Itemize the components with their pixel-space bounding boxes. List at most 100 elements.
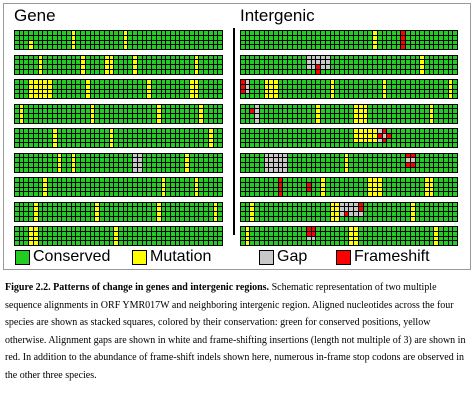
nucleotide-cell (264, 84, 269, 89)
nucleotide-cell (311, 227, 316, 231)
nucleotide-cell (123, 84, 128, 89)
nucleotide-cell (330, 104, 335, 109)
nucleotide-cell (100, 158, 104, 162)
nucleotide-cell (156, 192, 161, 196)
nucleotide-cell (152, 207, 156, 211)
nucleotide-cell (330, 138, 335, 143)
nucleotide-cell (189, 207, 194, 211)
nucleotide-cell (358, 202, 363, 207)
nucleotide-cell (85, 40, 90, 45)
nucleotide-cell (204, 207, 208, 211)
nucleotide-cell (396, 216, 401, 221)
nucleotide-cell (439, 187, 443, 192)
nucleotide-cell (119, 60, 123, 64)
nucleotide-cell (147, 40, 152, 45)
nucleotide-cell (81, 236, 85, 241)
nucleotide-cell (335, 114, 340, 118)
nucleotide-cell (175, 207, 180, 211)
nucleotide-cell (38, 45, 43, 49)
nucleotide-cell (420, 158, 424, 162)
nucleotide-cell (114, 31, 118, 35)
nucleotide-cell (274, 104, 278, 109)
nucleotide-cell (283, 69, 288, 74)
nucleotide-cell (321, 227, 325, 231)
nucleotide-cell (114, 55, 118, 60)
nucleotide-cell (373, 178, 377, 182)
nucleotide-cell (52, 104, 57, 109)
nucleotide-cell (29, 60, 33, 64)
nucleotide-cell (189, 192, 194, 196)
nucleotide-cell (57, 167, 62, 172)
nucleotide-cell (410, 178, 415, 182)
nucleotide-cell (250, 104, 255, 109)
nucleotide-cell (307, 40, 311, 45)
nucleotide-cell (349, 55, 354, 60)
nucleotide-cell (439, 31, 443, 35)
nucleotide-cell (292, 84, 297, 89)
nucleotide-cell (213, 167, 218, 172)
nucleotide-cell (311, 207, 316, 211)
nucleotide-cell (264, 138, 269, 143)
nucleotide-cell (354, 163, 358, 167)
nucleotide-cell (19, 114, 24, 118)
nucleotide-cell (241, 45, 245, 49)
nucleotide-cell (354, 133, 358, 138)
nucleotide-cell (29, 104, 33, 109)
nucleotide-cell (123, 241, 128, 245)
nucleotide-cell (213, 89, 218, 94)
nucleotide-cell (297, 45, 302, 49)
nucleotide-cell (208, 109, 213, 113)
nucleotide-cell (67, 60, 71, 64)
nucleotide-cell (316, 55, 321, 60)
nucleotide-cell (57, 129, 62, 133)
nucleotide-cell (349, 45, 354, 49)
nucleotide-cell (264, 55, 269, 60)
nucleotide-cell (166, 69, 170, 74)
nucleotide-cell (424, 202, 429, 207)
nucleotide-cell (52, 202, 57, 207)
nucleotide-cell (71, 231, 76, 236)
nucleotide-cell (199, 178, 204, 182)
nucleotide-cell (321, 236, 325, 241)
nucleotide-cell (62, 55, 66, 60)
nucleotide-cell (147, 35, 152, 40)
nucleotide-cell (15, 65, 19, 69)
nucleotide-cell (90, 202, 95, 207)
nucleotide-cell (311, 55, 316, 60)
nucleotide-cell (434, 212, 439, 216)
nucleotide-cell (156, 163, 161, 167)
nucleotide-cell (245, 212, 250, 216)
nucleotide-cell (335, 231, 340, 236)
nucleotide-cell (274, 69, 278, 74)
nucleotide-cell (62, 65, 66, 69)
nucleotide-cell (90, 55, 95, 60)
nucleotide-cell (95, 45, 100, 49)
nucleotide-cell (71, 65, 76, 69)
nucleotide-cell (90, 231, 95, 236)
nucleotide-cell (349, 40, 354, 45)
nucleotide-cell (406, 114, 410, 118)
nucleotide-cell (24, 192, 29, 196)
nucleotide-cell (62, 84, 66, 89)
nucleotide-cell (443, 80, 448, 84)
nucleotide-cell (152, 187, 156, 192)
nucleotide-cell (373, 158, 377, 162)
nucleotide-cell (250, 138, 255, 143)
nucleotide-cell (114, 182, 118, 187)
nucleotide-cell (128, 182, 133, 187)
nucleotide-cell (363, 65, 368, 69)
nucleotide-cell (57, 153, 62, 158)
nucleotide-cell (396, 35, 401, 40)
nucleotide-cell (396, 104, 401, 109)
nucleotide-cell (297, 55, 302, 60)
nucleotide-cell (330, 182, 335, 187)
nucleotide-cell (76, 55, 81, 60)
nucleotide-cell (330, 241, 335, 245)
nucleotide-cell (410, 241, 415, 245)
nucleotide-cell (335, 89, 340, 94)
nucleotide-cell (396, 80, 401, 84)
nucleotide-cell (255, 84, 259, 89)
nucleotide-cell (218, 182, 222, 187)
nucleotide-cell (264, 192, 269, 196)
nucleotide-cell (33, 55, 38, 60)
